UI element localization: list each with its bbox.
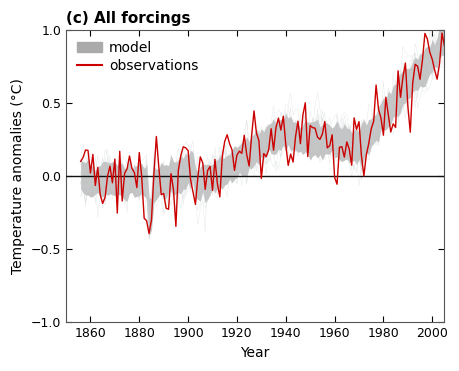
- Legend: model, observations: model, observations: [73, 37, 202, 78]
- Text: (c) All forcings: (c) All forcings: [66, 11, 190, 26]
- X-axis label: Year: Year: [240, 346, 269, 360]
- Y-axis label: Temperature anomalies (°C): Temperature anomalies (°C): [11, 78, 25, 274]
